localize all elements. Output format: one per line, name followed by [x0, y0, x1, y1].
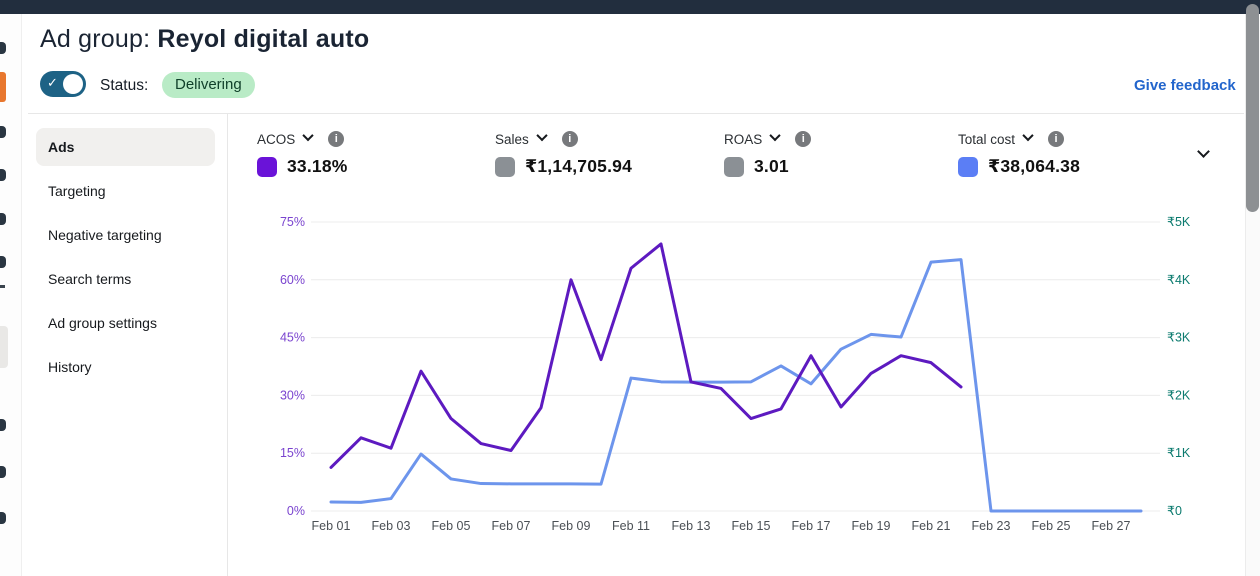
metric-swatch-acos	[257, 156, 277, 177]
metric-value-sales: ₹1,14,705.94	[525, 156, 633, 176]
metric-swatch-total-cost	[958, 156, 978, 177]
rail-nav-icon[interactable]	[0, 256, 6, 268]
rail-nav-icon[interactable]	[0, 213, 6, 225]
rail-divider	[0, 285, 5, 288]
sidebar-item-ads[interactable]: Ads	[36, 128, 215, 166]
right-axis-tick-label: ₹0	[1167, 504, 1182, 518]
x-axis-tick-label: Feb 03	[372, 519, 411, 533]
rail-nav-icon[interactable]	[0, 326, 8, 368]
metric-swatch-sales	[495, 156, 515, 177]
right-axis-tick-label: ₹1K	[1167, 446, 1191, 460]
x-axis-tick-label: Feb 27	[1092, 519, 1131, 533]
check-icon: ✓	[47, 75, 58, 90]
toggle-knob	[63, 74, 83, 94]
metric-value-total-cost: ₹38,064.38	[988, 156, 1081, 176]
sidebar-item-targeting[interactable]: Targeting	[48, 183, 106, 199]
page-title: Ad group: Reyol digital auto	[40, 25, 369, 54]
status-badge: Delivering	[162, 72, 255, 98]
x-axis-tick-label: Feb 23	[972, 519, 1011, 533]
give-feedback-link[interactable]: Give feedback	[1134, 77, 1236, 94]
right-axis-tick-label: ₹5K	[1167, 215, 1191, 229]
x-axis-tick-label: Feb 09	[552, 519, 591, 533]
x-axis-tick-label: Feb 15	[732, 519, 771, 533]
metric-name-acos[interactable]: ACOS	[257, 131, 296, 147]
status-label: Status:	[100, 77, 149, 94]
left-axis-tick-label: 0%	[287, 504, 305, 518]
acos-line	[329, 242, 963, 469]
sidebar-item-ad-group-settings[interactable]: Ad group settings	[48, 315, 157, 331]
info-icon[interactable]: i	[1048, 131, 1065, 147]
sidebar-menu: Ads Targeting Negative targeting Search ter…	[28, 114, 228, 576]
info-icon[interactable]: i	[795, 131, 812, 147]
header-divider	[28, 113, 1244, 114]
rail-nav-icon[interactable]	[0, 419, 6, 431]
rail-nav-icon[interactable]	[0, 126, 6, 138]
x-axis-tick-label: Feb 21	[912, 519, 951, 533]
x-axis-tick-label: Feb 25	[1032, 519, 1071, 533]
left-icon-rail	[0, 14, 22, 576]
metric-total-cost: Total cost i ₹38,064.38	[958, 129, 1188, 177]
metric-sales: Sales i ₹1,14,705.94	[495, 129, 724, 177]
right-axis-tick-label: ₹4K	[1167, 273, 1191, 287]
left-axis-tick-label: 45%	[280, 331, 305, 345]
rail-nav-icon[interactable]	[0, 512, 6, 524]
metric-roas: ROAS i 3.01	[724, 129, 958, 177]
x-axis-tick-label: Feb 11	[612, 519, 650, 533]
x-axis-tick-label: Feb 01	[312, 519, 351, 533]
right-axis-tick-label: ₹2K	[1167, 388, 1191, 402]
x-axis-tick-label: Feb 19	[852, 519, 891, 533]
info-icon[interactable]: i	[328, 131, 345, 147]
ad-group-name: Reyol digital auto	[157, 25, 370, 53]
x-axis-tick-label: Feb 17	[792, 519, 831, 533]
metrics-row: ACOS i 33.18% Sales i ₹1,14,705.94 ROAS i 3.01 To…	[257, 129, 1188, 177]
rail-nav-icon[interactable]	[0, 42, 6, 54]
left-axis-tick-label: 75%	[280, 215, 305, 229]
page-title-prefix: Ad group:	[40, 25, 158, 53]
top-navigation-bar	[0, 0, 1260, 14]
rail-sponsored-ads-icon[interactable]	[0, 72, 6, 102]
left-axis-tick-label: 30%	[280, 388, 305, 402]
sidebar-item-negative-targeting[interactable]: Negative targeting	[48, 227, 162, 243]
metric-name-roas[interactable]: ROAS	[724, 131, 763, 147]
total-cost-line	[329, 258, 1143, 513]
status-toggle[interactable]: ✓	[40, 71, 86, 97]
info-icon[interactable]: i	[561, 131, 578, 147]
metric-name-sales[interactable]: Sales	[495, 131, 529, 147]
left-axis-tick-label: 15%	[280, 446, 305, 460]
x-axis-tick-label: Feb 13	[672, 519, 711, 533]
metric-name-total-cost[interactable]: Total cost	[958, 131, 1016, 147]
rail-nav-icon[interactable]	[0, 169, 6, 181]
metric-swatch-roas	[724, 156, 744, 177]
metric-acos: ACOS i 33.18%	[257, 129, 495, 177]
x-axis-tick-label: Feb 07	[492, 519, 531, 533]
sidebar-item-history[interactable]: History	[48, 359, 92, 375]
scrollbar-thumb[interactable]	[1246, 4, 1259, 212]
rail-nav-icon[interactable]	[0, 466, 6, 478]
right-axis-tick-label: ₹3K	[1167, 331, 1191, 345]
left-axis-tick-label: 60%	[280, 273, 305, 287]
sidebar-item-search-terms[interactable]: Search terms	[48, 271, 132, 287]
metric-value-roas: 3.01	[754, 156, 789, 176]
metric-value-acos: 33.18%	[287, 156, 348, 176]
x-axis-tick-label: Feb 05	[432, 519, 471, 533]
